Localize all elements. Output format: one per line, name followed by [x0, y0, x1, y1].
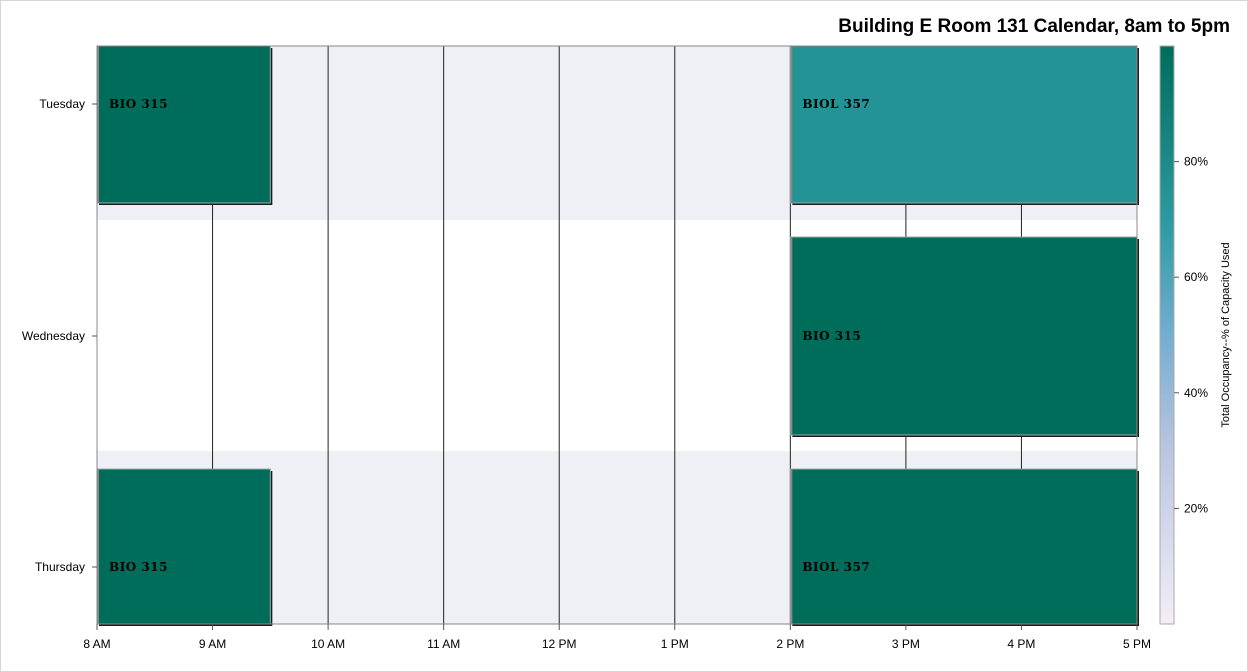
event-bar-edge [790, 237, 793, 435]
x-tick-label: 3 PM [892, 637, 920, 651]
event-bar[interactable] [96, 468, 271, 625]
colorbar-tick-label: 40% [1184, 386, 1208, 400]
event-bar-edge [790, 46, 793, 203]
event-label: BIOL 357 [802, 560, 870, 574]
x-tick-label: 10 AM [311, 637, 345, 651]
event-label: BIO 315 [109, 97, 168, 111]
event-label: BIO 315 [802, 329, 861, 343]
colorbar [1159, 45, 1175, 625]
plot-border [96, 45, 1138, 625]
x-tick-label: 11 AM [427, 637, 460, 651]
event-bar[interactable] [789, 45, 1138, 204]
event-bar[interactable] [789, 236, 1138, 436]
colorbar-tick-label: 20% [1184, 501, 1208, 515]
event-bar-edge [790, 469, 793, 624]
x-tick-label: 12 PM [542, 637, 577, 651]
x-tick-label: 1 PM [661, 637, 689, 651]
y-tick-label: Wednesday [22, 329, 85, 343]
event-bar-edge [97, 469, 99, 624]
event-bar-edge [97, 46, 99, 203]
y-tick-label: Thursday [35, 560, 85, 574]
x-tick-label: 4 PM [1007, 637, 1035, 651]
x-tick-label: 2 PM [776, 637, 804, 651]
colorbar-tick-label: 80% [1184, 155, 1208, 169]
event-label: BIO 315 [109, 560, 168, 574]
event-bar[interactable] [96, 45, 271, 204]
x-tick-label: 5 PM [1123, 637, 1151, 651]
event-bar[interactable] [789, 468, 1138, 625]
x-tick-label: 8 AM [83, 637, 110, 651]
y-tick-label: Tuesday [39, 97, 85, 111]
event-label: BIOL 357 [802, 97, 870, 111]
colorbar-tick-label: 60% [1184, 270, 1208, 284]
colorbar-title: Total Occupancy--% of Capacity Used [1220, 242, 1232, 427]
x-tick-label: 9 AM [199, 637, 226, 651]
chart-title: Building E Room 131 Calendar, 8am to 5pm [838, 16, 1230, 37]
